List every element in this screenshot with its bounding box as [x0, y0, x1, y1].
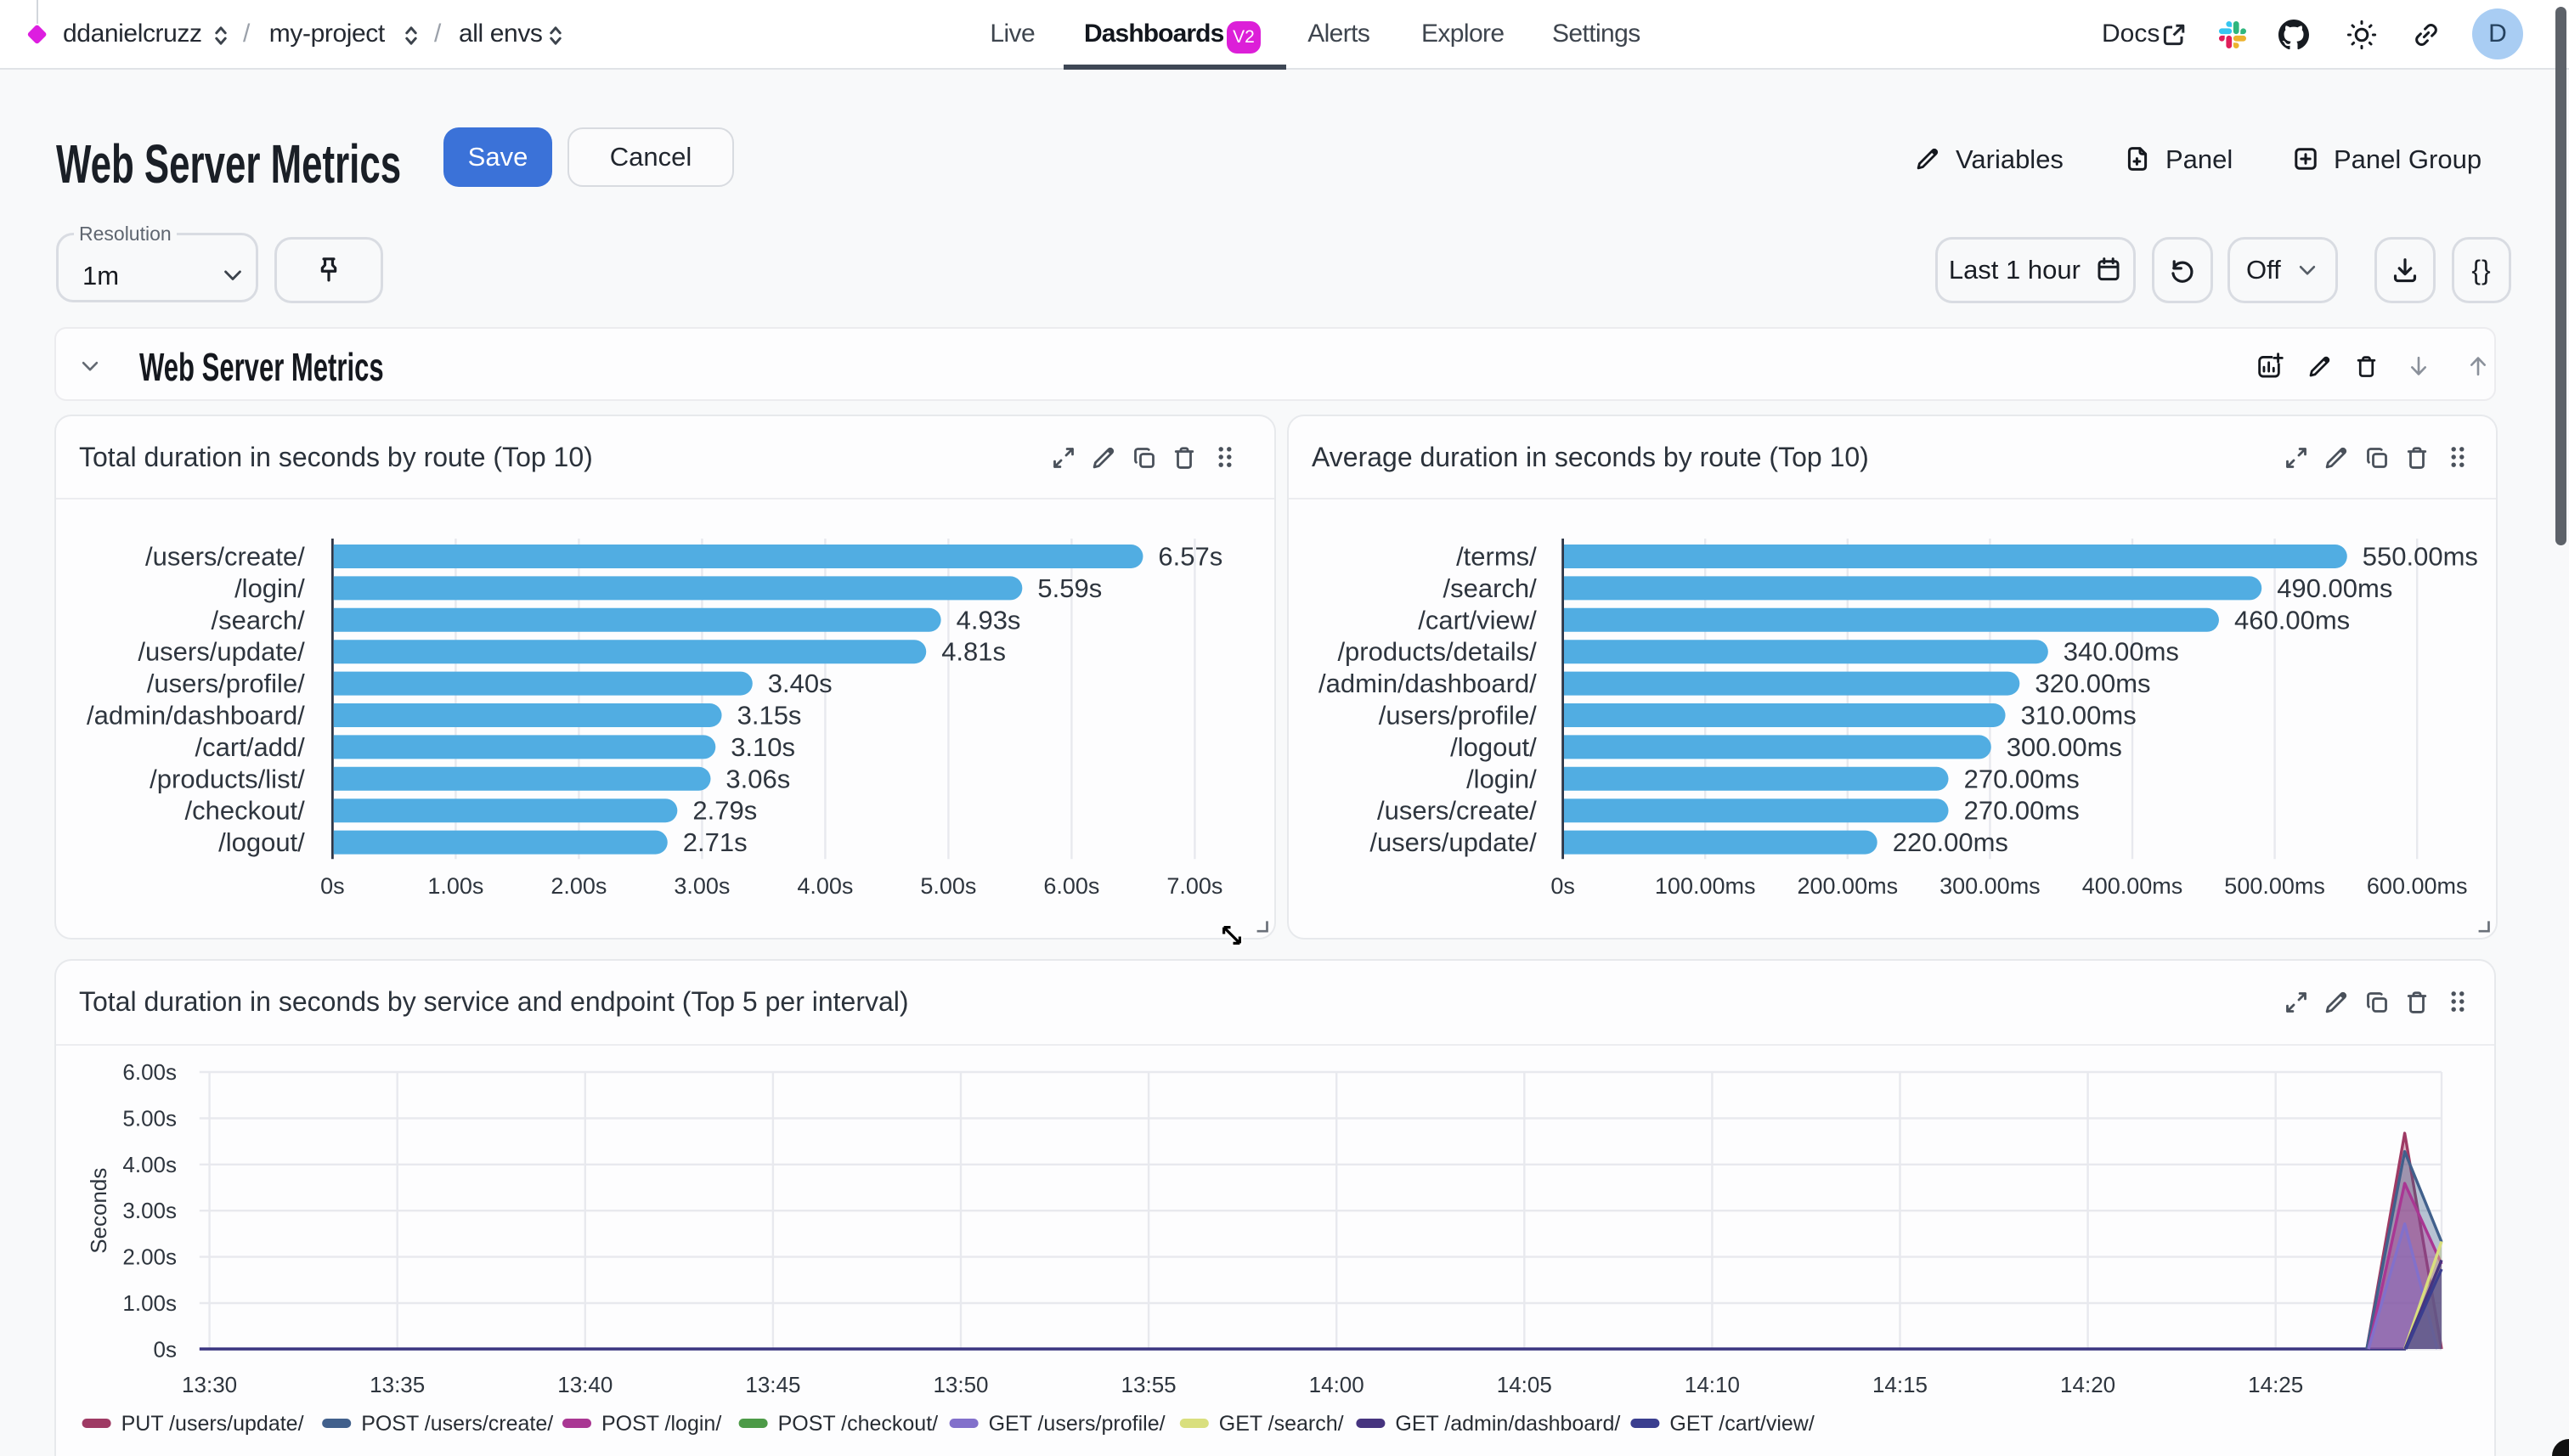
svg-text:500.00ms: 500.00ms	[2224, 873, 2325, 899]
svg-text:1.00s: 1.00s	[122, 1290, 177, 1316]
svg-text:1.00s: 1.00s	[427, 873, 483, 899]
svg-text:POST /login/: POST /login/	[601, 1412, 721, 1436]
svg-text:14:05: 14:05	[1497, 1372, 1552, 1397]
svg-text:3.10s: 3.10s	[731, 732, 795, 762]
svg-text:GET /users/profile/: GET /users/profile/	[989, 1412, 1166, 1436]
svg-text:/logout/: /logout/	[218, 827, 305, 857]
svg-text:100.00ms: 100.00ms	[1655, 873, 1756, 899]
svg-text:550.00ms: 550.00ms	[2363, 542, 2478, 572]
svg-text:460.00ms: 460.00ms	[2234, 605, 2350, 635]
svg-text:/search/: /search/	[212, 605, 306, 635]
svg-text:3.15s: 3.15s	[737, 701, 802, 731]
svg-text:/cart/view/: /cart/view/	[1418, 605, 1537, 635]
svg-text:/users/update/: /users/update/	[138, 637, 305, 667]
svg-text:270.00ms: 270.00ms	[1964, 796, 2080, 826]
svg-text:/products/details/: /products/details/	[1337, 637, 1537, 667]
svg-text:6.00s: 6.00s	[1043, 873, 1099, 899]
svg-text:5.00s: 5.00s	[920, 873, 976, 899]
svg-text:/users/update/: /users/update/	[1369, 827, 1537, 857]
svg-text:/users/profile/: /users/profile/	[1379, 701, 1537, 731]
svg-text:6.57s: 6.57s	[1158, 542, 1222, 572]
svg-text:600.00ms: 600.00ms	[2367, 873, 2468, 899]
svg-text:/checkout/: /checkout/	[184, 796, 305, 826]
svg-text:0s: 0s	[1550, 873, 1575, 899]
svg-text:13:50: 13:50	[933, 1372, 988, 1397]
svg-text:/search/: /search/	[1443, 573, 1538, 603]
svg-text:270.00ms: 270.00ms	[1964, 764, 2080, 793]
svg-text:PUT /users/update/: PUT /users/update/	[121, 1412, 304, 1436]
svg-text:6.00s: 6.00s	[122, 1059, 177, 1085]
svg-text:0s: 0s	[154, 1336, 177, 1362]
svg-text:3.00s: 3.00s	[122, 1198, 177, 1223]
svg-text:310.00ms: 310.00ms	[2021, 701, 2137, 731]
svg-text:0s: 0s	[320, 873, 345, 899]
svg-text:/users/create/: /users/create/	[1377, 796, 1537, 826]
svg-text:POST /users/create/: POST /users/create/	[361, 1412, 553, 1436]
svg-text:14:20: 14:20	[2060, 1372, 2115, 1397]
svg-text:/logout/: /logout/	[1450, 732, 1537, 762]
svg-text:4.00s: 4.00s	[122, 1152, 177, 1177]
svg-text:4.81s: 4.81s	[941, 637, 1006, 667]
svg-text:3.40s: 3.40s	[768, 669, 833, 698]
svg-text:14:00: 14:00	[1309, 1372, 1364, 1397]
svg-text:490.00ms: 490.00ms	[2277, 573, 2392, 603]
svg-text:/login/: /login/	[1466, 764, 1537, 793]
svg-text:400.00ms: 400.00ms	[2082, 873, 2183, 899]
svg-text:/users/profile/: /users/profile/	[147, 669, 305, 698]
svg-text:320.00ms: 320.00ms	[2035, 669, 2150, 698]
svg-text:/users/create/: /users/create/	[145, 542, 305, 572]
svg-text:5.00s: 5.00s	[122, 1105, 177, 1131]
svg-text:/terms/: /terms/	[1456, 542, 1537, 572]
svg-text:13:35: 13:35	[370, 1372, 425, 1397]
svg-text:13:30: 13:30	[182, 1372, 237, 1397]
svg-text:2.79s: 2.79s	[692, 796, 757, 826]
svg-text:3.06s: 3.06s	[726, 764, 790, 793]
svg-text:/products/list/: /products/list/	[150, 764, 305, 793]
svg-text:3.00s: 3.00s	[674, 873, 730, 899]
svg-text:13:40: 13:40	[557, 1372, 613, 1397]
svg-text:2.00s: 2.00s	[122, 1244, 177, 1270]
svg-text:Seconds: Seconds	[86, 1168, 111, 1254]
svg-text:2.00s: 2.00s	[550, 873, 607, 899]
svg-text:4.00s: 4.00s	[797, 873, 853, 899]
svg-text:220.00ms: 220.00ms	[1893, 827, 2008, 857]
svg-text:POST /checkout/: POST /checkout/	[778, 1412, 939, 1436]
svg-text:/admin/dashboard/: /admin/dashboard/	[87, 701, 305, 731]
svg-text:GET /cart/view/: GET /cart/view/	[1669, 1412, 1814, 1436]
svg-text:7.00s: 7.00s	[1166, 873, 1222, 899]
svg-text:14:25: 14:25	[2248, 1372, 2303, 1397]
svg-text:/admin/dashboard/: /admin/dashboard/	[1318, 669, 1537, 698]
svg-text:GET /admin/dashboard/: GET /admin/dashboard/	[1395, 1412, 1620, 1436]
svg-text:14:10: 14:10	[1685, 1372, 1740, 1397]
svg-text:13:55: 13:55	[1121, 1372, 1177, 1397]
svg-text:14:15: 14:15	[1872, 1372, 1928, 1397]
svg-text:/cart/add/: /cart/add/	[195, 732, 306, 762]
svg-text:13:45: 13:45	[745, 1372, 800, 1397]
svg-text:/login/: /login/	[234, 573, 305, 603]
svg-text:200.00ms: 200.00ms	[1798, 873, 1899, 899]
svg-text:GET /search/: GET /search/	[1219, 1412, 1344, 1436]
svg-text:2.71s: 2.71s	[683, 827, 748, 857]
svg-text:340.00ms: 340.00ms	[2064, 637, 2179, 667]
svg-text:4.93s: 4.93s	[957, 605, 1021, 635]
svg-text:5.59s: 5.59s	[1037, 573, 1102, 603]
svg-text:300.00ms: 300.00ms	[2007, 732, 2122, 762]
svg-text:300.00ms: 300.00ms	[1939, 873, 2041, 899]
